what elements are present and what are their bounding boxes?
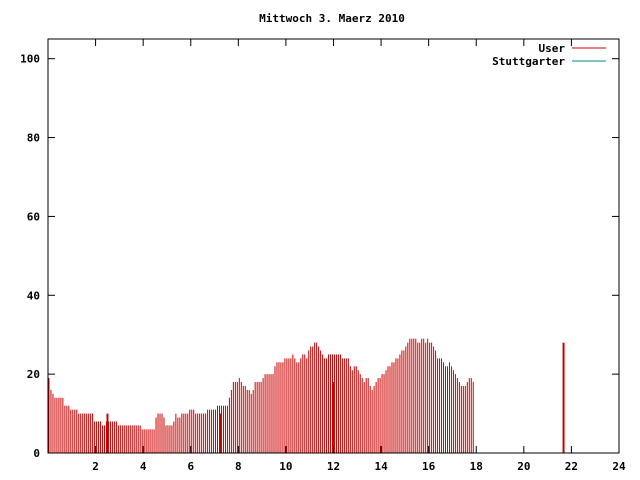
x-tick-label: 24 [612, 460, 626, 473]
x-tick-label: 8 [235, 460, 242, 473]
x-tick-label: 14 [374, 460, 388, 473]
x-tick-label: 10 [279, 460, 292, 473]
x-tick-label: 6 [187, 460, 194, 473]
y-tick-label: 60 [27, 210, 40, 223]
legend: User Stuttgarter [492, 42, 606, 68]
legend-label-stuttgarter: Stuttgarter [492, 55, 565, 68]
x-tick-label: 20 [517, 460, 530, 473]
x-tick-label: 12 [327, 460, 340, 473]
x-tick-label: 4 [140, 460, 147, 473]
y-tick-label: 80 [27, 132, 40, 145]
x-tick-label: 16 [422, 460, 436, 473]
y-tick-label: 20 [27, 368, 40, 381]
bar-series-user [48, 338, 565, 453]
legend-label-user: User [539, 42, 566, 55]
x-tick-label: 2 [92, 460, 99, 473]
y-tick-label: 40 [27, 289, 40, 302]
x-axis: 2 4 6 8 10 12 14 16 18 20 22 24 [92, 39, 626, 473]
y-tick-label: 100 [20, 53, 40, 66]
x-tick-label: 18 [470, 460, 483, 473]
chart-title: Mittwoch 3. Maerz 2010 [259, 12, 405, 25]
y-tick-label: 0 [33, 447, 40, 460]
y-axis: 0 20 40 60 80 100 [20, 53, 619, 460]
x-tick-label: 22 [565, 460, 578, 473]
